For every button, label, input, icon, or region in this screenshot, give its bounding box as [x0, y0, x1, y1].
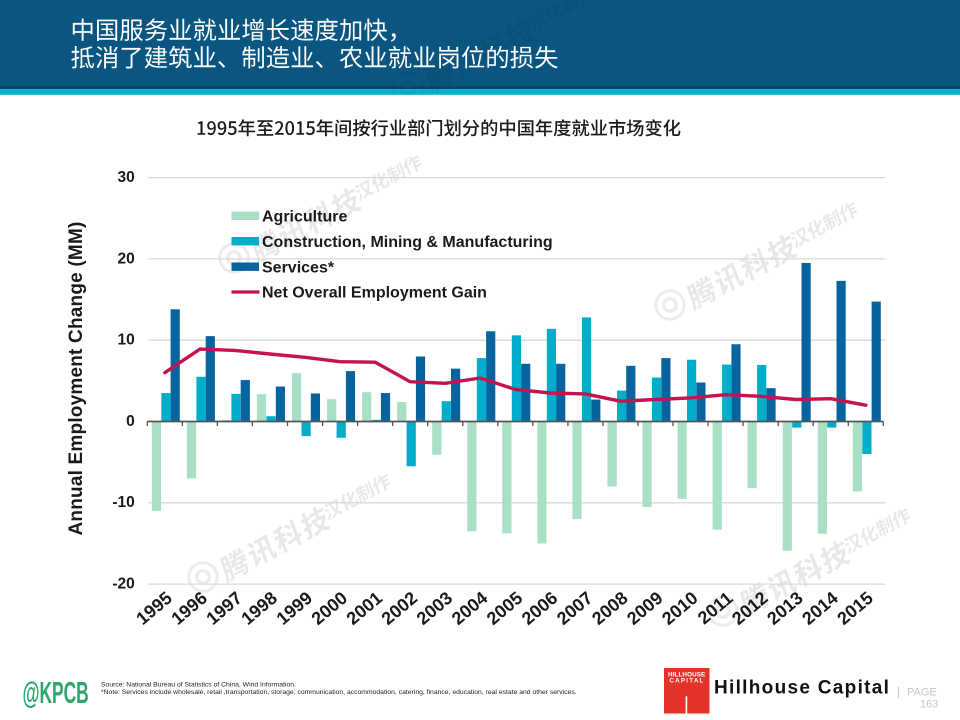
svg-text:Source: National Bureau of Sta: Source: National Bureau of Statistics of…	[101, 681, 296, 688]
svg-text:Agriculture: Agriculture	[262, 209, 347, 226]
svg-text:Construction, Mining & Manufac: Construction, Mining & Manufacturing	[262, 234, 553, 251]
svg-text:CAPITAL: CAPITAL	[669, 678, 704, 685]
svg-text:-10: -10	[112, 494, 134, 511]
svg-text:PAGE: PAGE	[907, 686, 937, 698]
svg-text:|: |	[897, 684, 900, 698]
svg-text:Annual Employment Change (MM): Annual Employment Change (MM)	[66, 221, 87, 535]
svg-text:30: 30	[118, 169, 135, 186]
svg-text:0: 0	[126, 413, 135, 430]
svg-text:Services*: Services*	[262, 260, 335, 277]
svg-text:@KPCB: @KPCB	[23, 677, 89, 710]
svg-text:20: 20	[118, 250, 135, 267]
svg-text:HILLHOUSE: HILLHOUSE	[668, 671, 705, 678]
svg-text:Net Overall Employment Gain: Net Overall Employment Gain	[262, 284, 487, 301]
svg-text:*Note: Services include wholes: *Note: Services include wholesale, retai…	[101, 689, 577, 696]
svg-text:163: 163	[920, 698, 938, 710]
svg-text:10: 10	[118, 332, 135, 349]
svg-text:-20: -20	[112, 576, 134, 593]
svg-text:Hillhouse Capital: Hillhouse Capital	[714, 678, 890, 699]
